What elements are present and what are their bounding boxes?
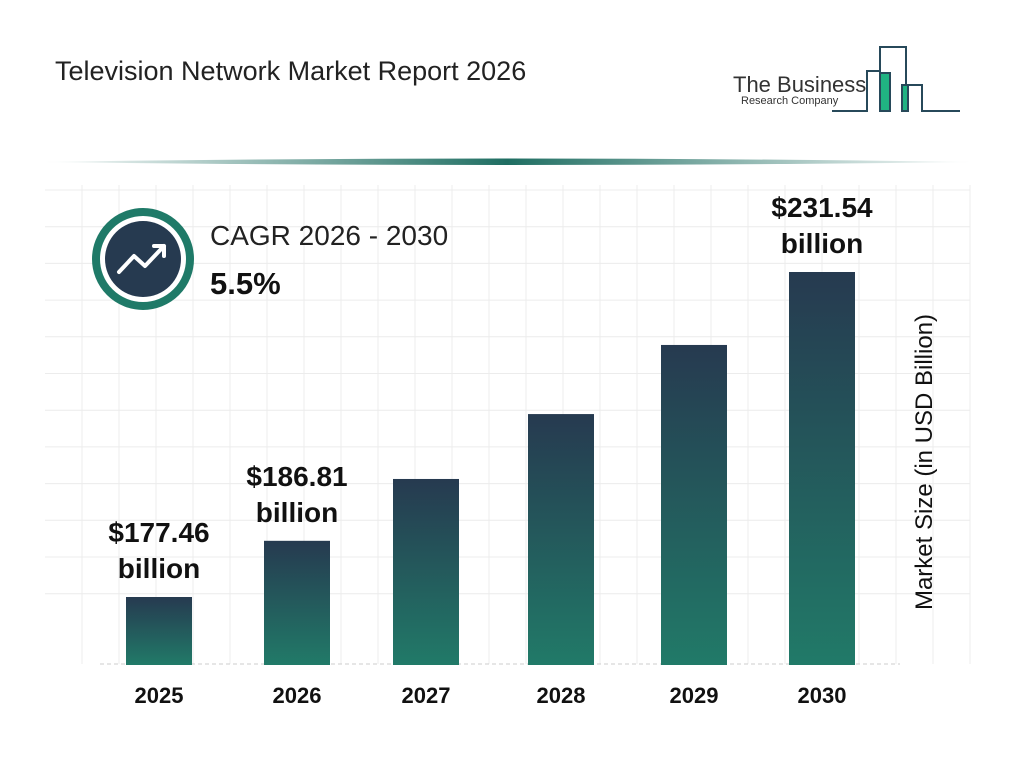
data-label: $186.81 billion: [217, 459, 377, 531]
y-axis-label: Market Size (in USD Billion): [911, 313, 938, 611]
cagr-label: CAGR 2026 - 2030: [210, 220, 449, 251]
x-tick-label: 2028: [536, 683, 586, 708]
data-label-line1: $231.54: [771, 192, 873, 223]
cagr-badge: [92, 208, 194, 310]
header-divider: [40, 158, 975, 165]
bar-2025: [126, 597, 192, 665]
data-label-line2: billion: [255, 496, 339, 528]
logo-text: The Business: [733, 72, 867, 97]
data-label-line2: billion: [780, 228, 864, 259]
data-label: $231.54 billion: [742, 190, 902, 262]
data-label: $177.46 billion: [79, 515, 239, 587]
page-title: Television Network Market Report 2026: [55, 56, 527, 86]
x-tick-label: 2027: [401, 683, 451, 708]
x-tick-label: 2029: [669, 683, 719, 708]
bar-2028: [528, 414, 594, 665]
bar-2030: [789, 272, 855, 665]
data-label-line1: $177.46: [108, 517, 210, 548]
data-label-line2: billion: [117, 553, 201, 584]
bar-2029: [661, 344, 727, 665]
bar-2027: [393, 478, 459, 665]
logo-graphic: [832, 46, 960, 112]
logo-subtext: Research Company: [741, 95, 839, 107]
cagr-value: 5.5%: [210, 266, 281, 301]
trending-up-icon: [117, 244, 166, 274]
data-label-line1: $186.81: [246, 460, 348, 492]
x-tick-label: 2025: [134, 683, 184, 708]
x-tick-label: 2026: [272, 683, 322, 708]
bar-2026: [264, 540, 330, 665]
x-tick-label: 2030: [797, 683, 847, 708]
